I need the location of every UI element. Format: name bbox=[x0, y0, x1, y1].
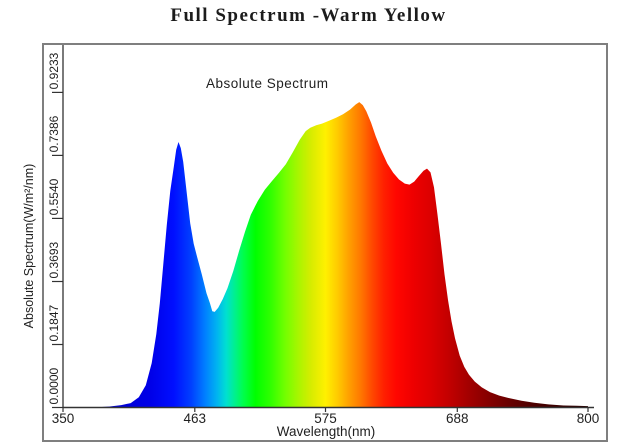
spectrum-area bbox=[98, 102, 588, 408]
x-tick-label: 800 bbox=[577, 411, 600, 426]
x-tick-label: 688 bbox=[446, 411, 469, 426]
y-tick-label: 0.1847 bbox=[47, 304, 61, 341]
x-tick-label: 350 bbox=[52, 411, 75, 426]
page-title: Full Spectrum -Warm Yellow bbox=[170, 5, 447, 26]
y-tick-label: 0.3693 bbox=[47, 241, 61, 278]
y-tick-label: 0.9233 bbox=[47, 52, 61, 89]
x-tick-label: 463 bbox=[184, 411, 207, 426]
y-tick-label: 0.7386 bbox=[47, 115, 61, 152]
y-axis-title: Absolute Spectrum(W/m²/nm) bbox=[22, 164, 36, 329]
x-axis-title: Wavelength(nm) bbox=[277, 424, 376, 439]
y-tick-label: 0.0000 bbox=[47, 367, 61, 404]
y-tick-label: 0.5540 bbox=[47, 178, 61, 215]
legend-label: Absolute Spectrum bbox=[206, 76, 329, 91]
x-tick-label: 575 bbox=[314, 411, 337, 426]
